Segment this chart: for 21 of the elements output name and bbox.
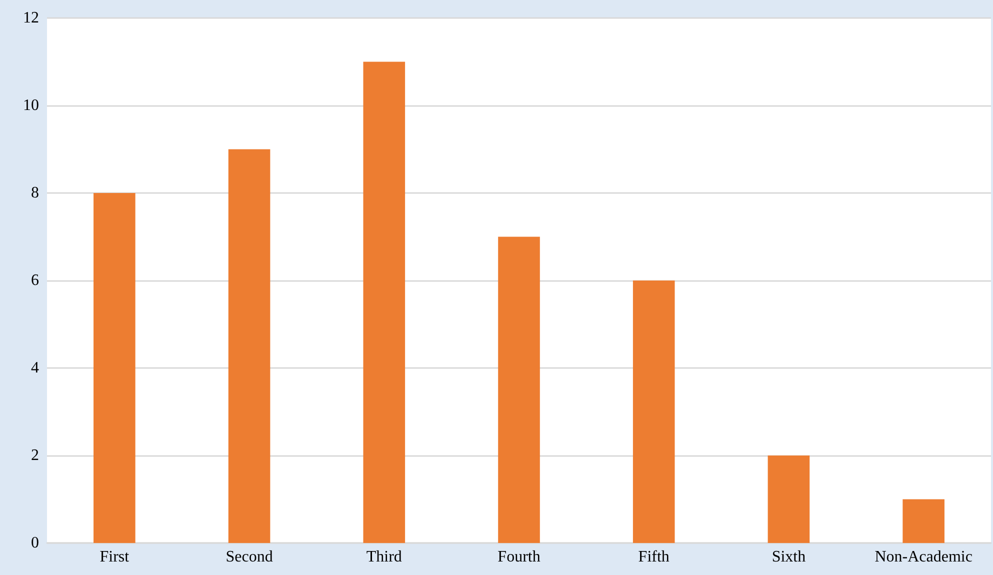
x-tick-label: Fifth bbox=[638, 548, 670, 566]
bar bbox=[632, 280, 675, 543]
y-tick-label: 4 bbox=[31, 360, 39, 376]
x-tick-label: First bbox=[100, 548, 130, 566]
x-tick-label: Sixth bbox=[772, 548, 806, 566]
bar bbox=[228, 149, 270, 543]
y-tick-label: 12 bbox=[23, 10, 39, 26]
x-tick-label: Third bbox=[366, 548, 402, 566]
y-tick-label: 6 bbox=[31, 272, 39, 289]
x-tick-label: Non-Academic bbox=[874, 548, 972, 566]
y-tick-label: 2 bbox=[31, 447, 39, 464]
bar bbox=[363, 62, 406, 543]
y-tick-label: 8 bbox=[31, 184, 39, 202]
bar bbox=[902, 499, 944, 543]
x-tick-label: Fourth bbox=[498, 548, 540, 566]
bar bbox=[768, 456, 810, 543]
y-tick-label: 0 bbox=[31, 534, 39, 552]
y-tick-label: 10 bbox=[23, 97, 39, 114]
x-tick-label: Second bbox=[226, 548, 273, 566]
bar bbox=[94, 193, 136, 543]
bar bbox=[498, 236, 540, 543]
